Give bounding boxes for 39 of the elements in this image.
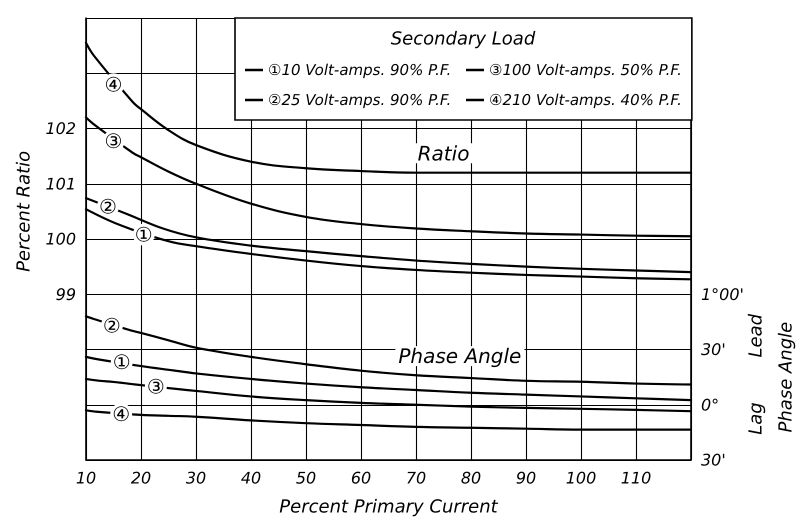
legend-label: ①10 Volt-amps. 90% P.F. (268, 61, 452, 79)
y2-axis-title: Phase Angle (776, 322, 796, 432)
legend-label: ③100 Volt-amps. 50% P.F. (489, 61, 682, 79)
text: Lag (746, 402, 766, 435)
annotation: ② (102, 314, 121, 338)
y2-tick-label: 1°00' (701, 284, 744, 304)
annotation: ① (112, 350, 131, 374)
x-tick-label: 30 (186, 468, 206, 488)
legend-label: ②25 Volt-amps. 90% P.F. (268, 91, 452, 109)
annotation: ③ (104, 129, 122, 154)
annotation: ④ (112, 402, 130, 426)
legend-label: ④210 Volt-amps. 40% P.F. (489, 91, 682, 109)
text: Lead (746, 313, 766, 358)
annotation: ① (134, 222, 153, 247)
annotation: ② (99, 194, 117, 218)
y2-tick-label: 0° (701, 395, 720, 414)
x-tick-label: 100 (566, 468, 596, 488)
x-tick-label: 70 (406, 468, 426, 488)
y-axis-title: Percent Ratio (14, 150, 34, 272)
annotation: ③ (146, 374, 165, 399)
annotation: Phase Angle (398, 344, 522, 368)
annotation: ④ (104, 72, 122, 96)
y-tick-label: 102 (45, 119, 76, 138)
x-axis-title: Percent Primary Current (279, 496, 499, 518)
x-tick-label: 10 (76, 468, 96, 488)
y-tick-label: 100 (45, 230, 76, 248)
x-tick-label: 110 (620, 468, 652, 488)
legend-title: Secondary Load (390, 28, 536, 50)
y-tick-label: 101 (45, 174, 76, 194)
x-tick-label: 90 (516, 468, 536, 488)
x-tick-label: 50 (296, 468, 316, 488)
y-tick-label: 99 (56, 284, 76, 304)
annotation: Ratio (418, 141, 470, 166)
x-tick-label: 80 (460, 468, 482, 488)
y2-tick-label: 30' (701, 450, 726, 470)
x-tick-label: 20 (130, 468, 152, 488)
y2-tick-label: 30' (701, 340, 726, 359)
x-tick-label: 60 (350, 468, 372, 488)
x-tick-label: 40 (240, 468, 262, 488)
